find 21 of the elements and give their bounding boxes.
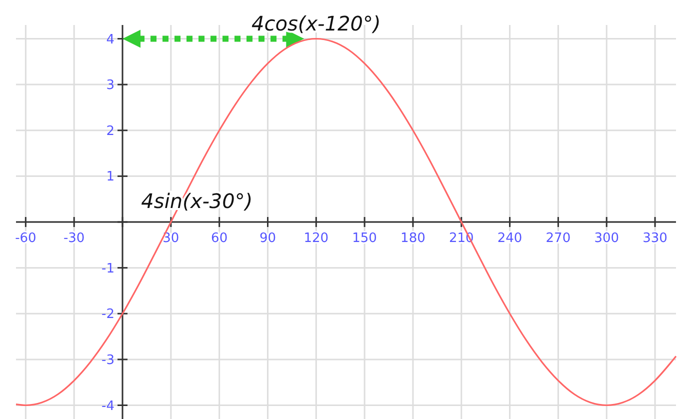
x-tick-label: 240 [497,231,522,246]
y-tick-label: 1 [106,170,115,185]
x-tick-label: -60 [15,231,36,246]
x-tick-label: 330 [642,231,668,246]
annotation: 4cos(x-120°) [252,12,381,36]
x-tick-label: 180 [400,231,426,246]
x-tick-label: 150 [352,231,377,246]
y-tick-label: 2 [106,124,115,139]
y-tick-label: -4 [102,398,115,414]
y-tick-label: -2 [102,307,115,322]
y-tick-label: -3 [102,352,115,368]
x-tick-label: 120 [304,231,329,246]
y-tick-label: 3 [106,78,115,94]
x-tick-label: -30 [63,231,85,246]
x-tick-label: 270 [546,231,571,246]
x-tick-label: 60 [211,231,228,246]
x-tick-label: 30 [162,231,180,246]
x-tick-label: 300 [594,231,620,246]
y-tick-label: 4 [106,32,115,48]
y-tick-label: -1 [102,261,115,276]
x-tick-label: 90 [259,231,276,246]
